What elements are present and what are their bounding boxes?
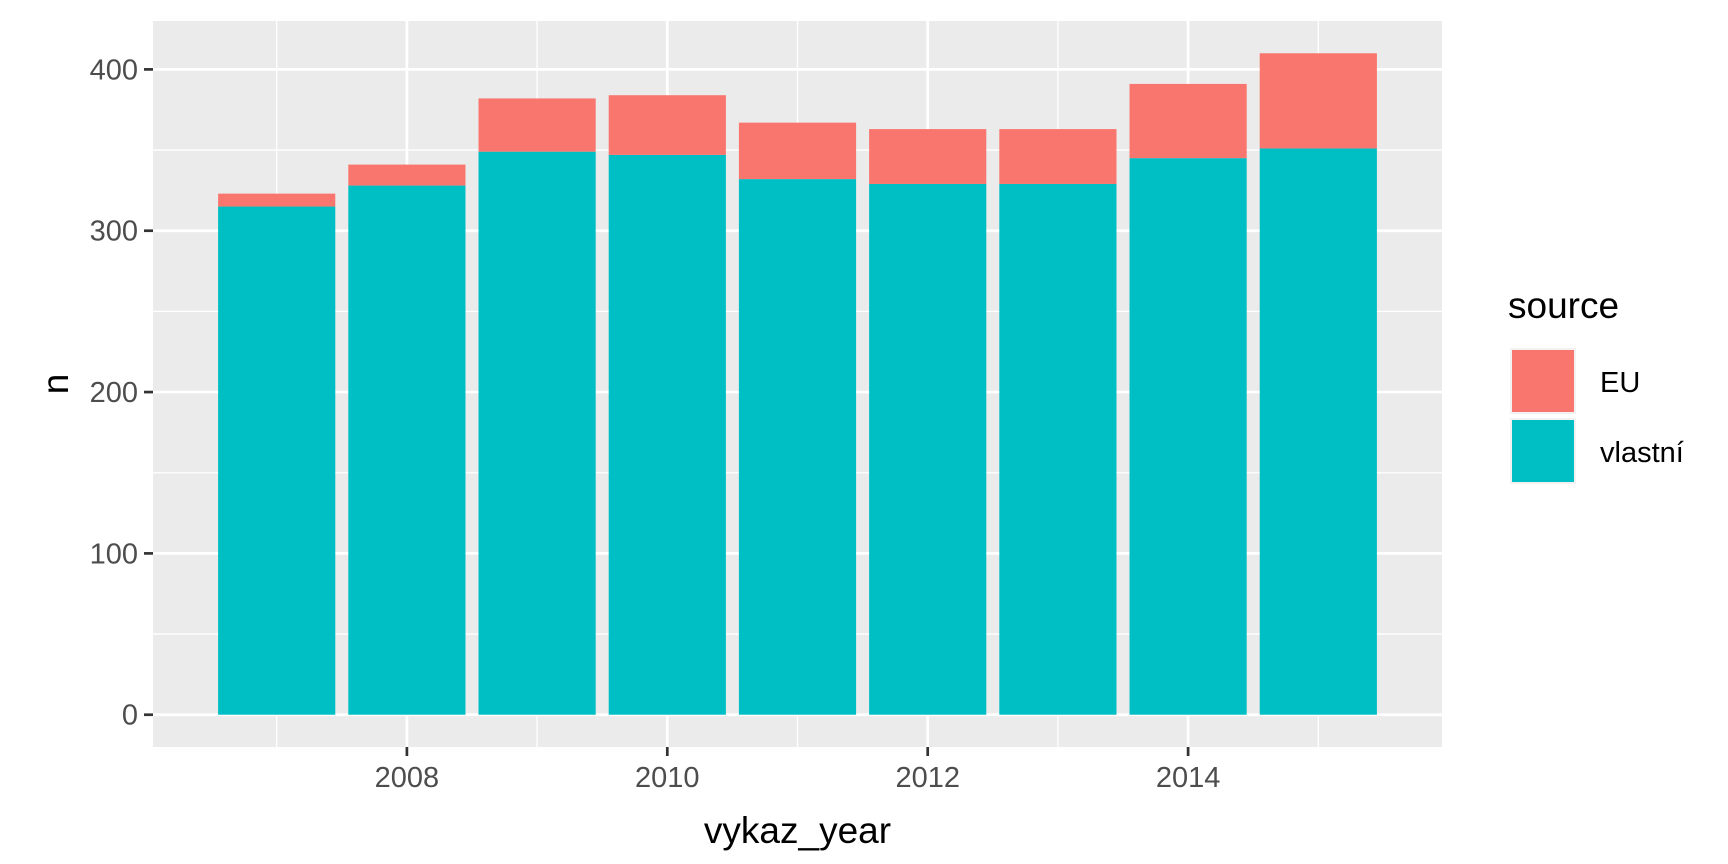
bar-eu-2010 (608, 95, 726, 155)
y-axis: 0 100 200 300 400 (90, 54, 153, 732)
bars (218, 53, 1377, 715)
bar-vlastni-2007 (218, 206, 336, 715)
bar-vlastni-2013 (999, 183, 1117, 715)
bar-vlastni-2012 (869, 183, 987, 715)
bar-eu-2011 (738, 122, 857, 180)
bar-eu-2013 (999, 129, 1117, 184)
bar-vlastni-2015 (1259, 148, 1377, 715)
x-tick-label: 2014 (1156, 762, 1221, 794)
bar-eu-2009 (478, 98, 596, 152)
bar-eu-2007 (218, 193, 336, 207)
legend-label-vlastni: vlastní (1600, 437, 1684, 469)
legend-swatch-eu (1512, 350, 1574, 412)
bar-eu-2012 (869, 129, 987, 184)
y-tick-label: 200 (90, 377, 138, 409)
bar-eu-2008 (348, 164, 466, 186)
x-axis: 2008 2010 2012 2014 (375, 747, 1221, 794)
legend: source EU vlastní (1508, 285, 1684, 484)
bar-vlastni-2011 (738, 179, 857, 715)
bar-eu-2015 (1259, 53, 1377, 149)
bar-vlastni-2010 (608, 154, 726, 715)
x-tick-label: 2010 (635, 762, 700, 794)
bar-eu-2014 (1129, 83, 1247, 159)
bar-vlastni-2014 (1129, 158, 1247, 715)
bar-vlastni-2009 (478, 151, 596, 715)
y-tick-label: 300 (90, 216, 138, 248)
bar-vlastni-2008 (348, 185, 466, 715)
legend-swatch-vlastni (1512, 420, 1574, 482)
x-axis-title: vykaz_year (704, 810, 891, 851)
legend-title: source (1508, 285, 1619, 326)
legend-items: EU vlastní (1510, 348, 1684, 484)
y-tick-label: 0 (122, 700, 138, 732)
x-tick-label: 2008 (375, 762, 440, 794)
y-axis-title: n (35, 374, 76, 395)
y-tick-label: 100 (90, 538, 138, 570)
x-tick-label: 2012 (895, 762, 960, 794)
legend-label-eu: EU (1600, 367, 1640, 399)
y-tick-label: 400 (90, 54, 138, 86)
